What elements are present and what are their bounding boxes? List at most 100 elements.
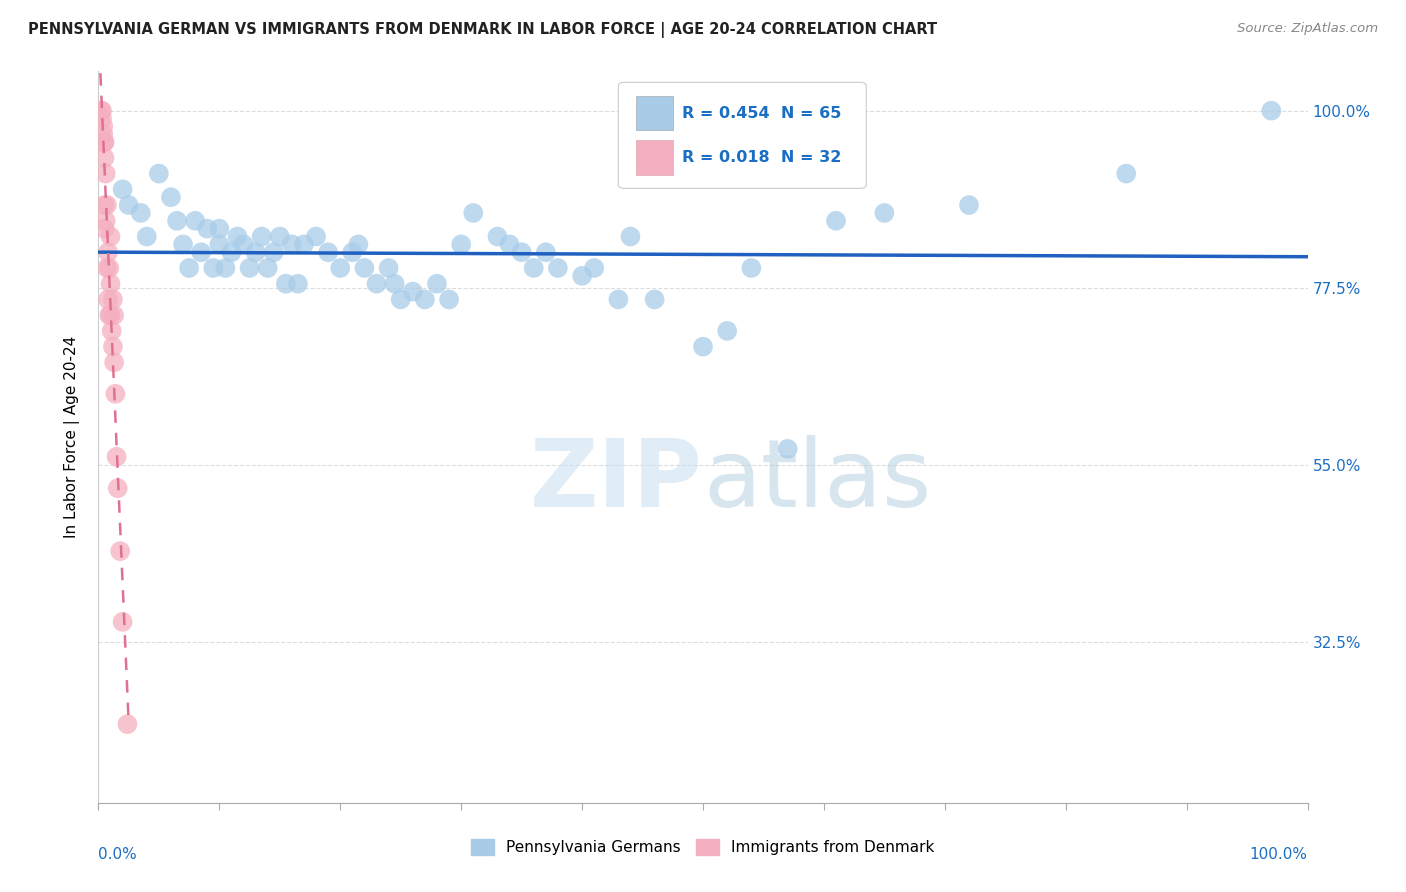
Point: [93, 198, 115, 212]
Point: [148, 167, 170, 181]
Point: [239, 260, 262, 275]
Point: [305, 229, 328, 244]
Point: [100, 308, 122, 322]
Point: [316, 245, 339, 260]
Point: [413, 293, 436, 307]
Point: [129, 206, 152, 220]
Point: [90, 103, 112, 118]
Point: [98, 308, 121, 322]
Point: [250, 229, 273, 244]
Point: [692, 340, 714, 354]
Point: [292, 237, 315, 252]
Point: [571, 268, 593, 283]
Text: R = 0.454  N = 65: R = 0.454 N = 65: [682, 105, 842, 120]
Legend: Pennsylvania Germans, Immigrants from Denmark: Pennsylvania Germans, Immigrants from De…: [465, 833, 941, 861]
Point: [91, 120, 114, 134]
Point: [463, 206, 485, 220]
FancyBboxPatch shape: [637, 140, 672, 175]
Point: [353, 260, 375, 275]
Point: [825, 214, 848, 228]
Y-axis label: In Labor Force | Age 20-24: In Labor Force | Age 20-24: [63, 336, 80, 538]
Point: [232, 237, 254, 252]
Point: [1115, 167, 1137, 181]
Point: [98, 260, 121, 275]
Point: [281, 237, 304, 252]
Point: [1260, 103, 1282, 118]
Point: [510, 245, 533, 260]
Point: [873, 206, 896, 220]
Point: [402, 285, 425, 299]
Text: atlas: atlas: [703, 435, 931, 527]
Point: [384, 277, 406, 291]
Point: [245, 245, 267, 260]
Point: [619, 229, 641, 244]
Point: [534, 245, 557, 260]
Point: [93, 135, 115, 149]
Point: [166, 214, 188, 228]
Point: [287, 277, 309, 291]
Point: [97, 293, 120, 307]
Point: [108, 544, 131, 558]
Point: [450, 237, 472, 252]
Point: [100, 277, 122, 291]
Text: 0.0%: 0.0%: [98, 847, 138, 862]
Point: [96, 198, 118, 212]
Point: [93, 151, 115, 165]
Point: [100, 324, 122, 338]
Point: [523, 260, 546, 275]
Point: [91, 112, 114, 126]
Point: [104, 387, 127, 401]
Point: [195, 221, 218, 235]
Point: [437, 293, 460, 307]
Point: [389, 293, 412, 307]
Point: [190, 245, 212, 260]
Text: 100.0%: 100.0%: [1250, 847, 1308, 862]
Point: [740, 260, 762, 275]
Point: [607, 293, 630, 307]
Point: [91, 128, 114, 142]
Point: [716, 324, 738, 338]
Point: [202, 260, 225, 275]
Point: [91, 103, 114, 118]
Point: [135, 229, 157, 244]
Point: [93, 221, 115, 235]
Point: [118, 198, 141, 212]
Point: [160, 190, 183, 204]
Point: [101, 293, 124, 307]
Point: [776, 442, 799, 456]
Point: [111, 182, 134, 196]
Point: [96, 260, 118, 275]
Point: [100, 229, 122, 244]
Text: PENNSYLVANIA GERMAN VS IMMIGRANTS FROM DENMARK IN LABOR FORCE | AGE 20-24 CORREL: PENNSYLVANIA GERMAN VS IMMIGRANTS FROM D…: [28, 22, 938, 38]
Point: [426, 277, 449, 291]
Point: [94, 167, 117, 181]
Point: [105, 450, 128, 464]
Point: [274, 277, 297, 291]
Point: [208, 221, 231, 235]
Point: [117, 717, 139, 731]
Point: [263, 245, 285, 260]
Point: [208, 237, 231, 252]
Point: [107, 481, 129, 495]
Point: [256, 260, 278, 275]
Point: [179, 260, 201, 275]
Point: [583, 260, 606, 275]
Point: [377, 260, 399, 275]
FancyBboxPatch shape: [619, 82, 866, 188]
Point: [221, 245, 243, 260]
Text: ZIP: ZIP: [530, 435, 703, 527]
Point: [111, 615, 134, 629]
Point: [269, 229, 291, 244]
Point: [103, 355, 125, 369]
Point: [214, 260, 236, 275]
Point: [366, 277, 388, 291]
Point: [347, 237, 370, 252]
Point: [547, 260, 569, 275]
Point: [498, 237, 520, 252]
Point: [329, 260, 352, 275]
Point: [94, 214, 117, 228]
Point: [342, 245, 364, 260]
Point: [957, 198, 980, 212]
Point: [103, 308, 125, 322]
Point: [97, 245, 120, 260]
